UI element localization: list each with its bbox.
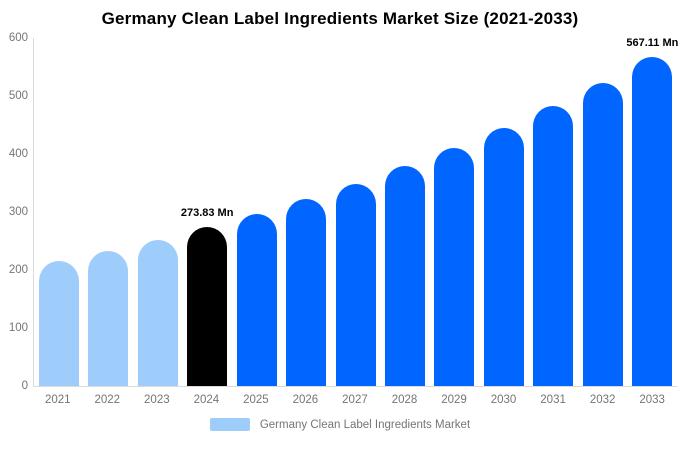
bar-2023[interactable] — [137, 239, 178, 386]
bar-2024[interactable] — [187, 227, 228, 386]
bar-2029[interactable] — [434, 147, 475, 386]
bar-2027[interactable] — [335, 183, 376, 386]
bar-2028[interactable] — [385, 166, 426, 386]
x-axis-label-2025: 2025 — [243, 394, 269, 406]
bar-slot-2024: 273.83 Mn — [180, 38, 234, 386]
bar-2030[interactable] — [483, 127, 524, 386]
x-axis-label-2033: 2033 — [639, 394, 665, 406]
bar-2025[interactable] — [236, 213, 277, 386]
x-axis-label-2031: 2031 — [540, 394, 566, 406]
legend-item[interactable]: Germany Clean Label Ingredients Market — [209, 418, 471, 431]
x-axis-label-2026: 2026 — [292, 394, 319, 406]
bar-slot-2023 — [133, 38, 182, 386]
bar-2033[interactable] — [632, 57, 673, 386]
bar-slot-2029 — [430, 38, 479, 386]
plot-area: 273.83 Mn 567.11 Mn 0 100 200 300 400 500 600 — [9, 32, 679, 392]
legend-swatch-icon — [209, 418, 250, 431]
x-axis-label-2030: 2030 — [490, 394, 517, 406]
bar-value-label-2024: 273.83 Mn — [180, 207, 234, 220]
x-axis-label-2028: 2028 — [391, 394, 418, 406]
x-axis-label-2032: 2032 — [589, 394, 616, 406]
x-axis-label-2021: 2021 — [44, 394, 71, 406]
bar-slot-2032 — [578, 38, 627, 386]
bar-slot-2028 — [380, 38, 429, 386]
y-axis-tick-200: 200 — [8, 264, 28, 276]
bar-2032[interactable] — [582, 82, 623, 386]
bar-slot-2033: 567.11 Mn — [626, 37, 679, 386]
y-axis-tick-300: 300 — [8, 206, 28, 218]
y-axis-tick-100: 100 — [8, 322, 28, 334]
x-axis-label-2024: 2024 — [193, 394, 220, 406]
x-axis: 2021 2022 2023 2024 2025 2026 2027 2028 2029 2030… — [33, 387, 677, 406]
y-axis-tick-0: 0 — [21, 380, 28, 392]
bar-slot-2021 — [34, 38, 83, 386]
bar-slot-2031 — [529, 38, 578, 386]
bar-2031[interactable] — [533, 106, 574, 386]
bar-slot-2027 — [331, 38, 380, 386]
bar-2021[interactable] — [38, 261, 79, 386]
legend: Germany Clean Label Ingredients Market — [0, 418, 680, 431]
bars-row: 273.83 Mn 567.11 Mn — [34, 37, 679, 386]
bar-2022[interactable] — [88, 250, 129, 386]
y-axis-tick-500: 500 — [8, 90, 28, 102]
x-axis-label-2023: 2023 — [144, 394, 170, 406]
bar-slot-2025 — [232, 38, 281, 386]
y-axis-tick-400: 400 — [8, 148, 28, 160]
x-axis-label-2029: 2029 — [441, 394, 467, 406]
bar-slot-2026 — [281, 38, 330, 386]
bar-value-label-2033: 567.11 Mn — [626, 37, 679, 50]
bar-slot-2022 — [83, 38, 132, 386]
chart-title: Germany Clean Label Ingredients Market S… — [101, 9, 579, 28]
bar-slot-2030 — [479, 38, 528, 386]
x-axis-label-2027: 2027 — [342, 394, 368, 406]
x-axis-label-2022: 2022 — [94, 394, 121, 406]
bar-2026[interactable] — [286, 199, 327, 386]
y-axis-tick-600: 600 — [8, 32, 28, 44]
legend-label: Germany Clean Label Ingredients Market — [259, 418, 471, 431]
